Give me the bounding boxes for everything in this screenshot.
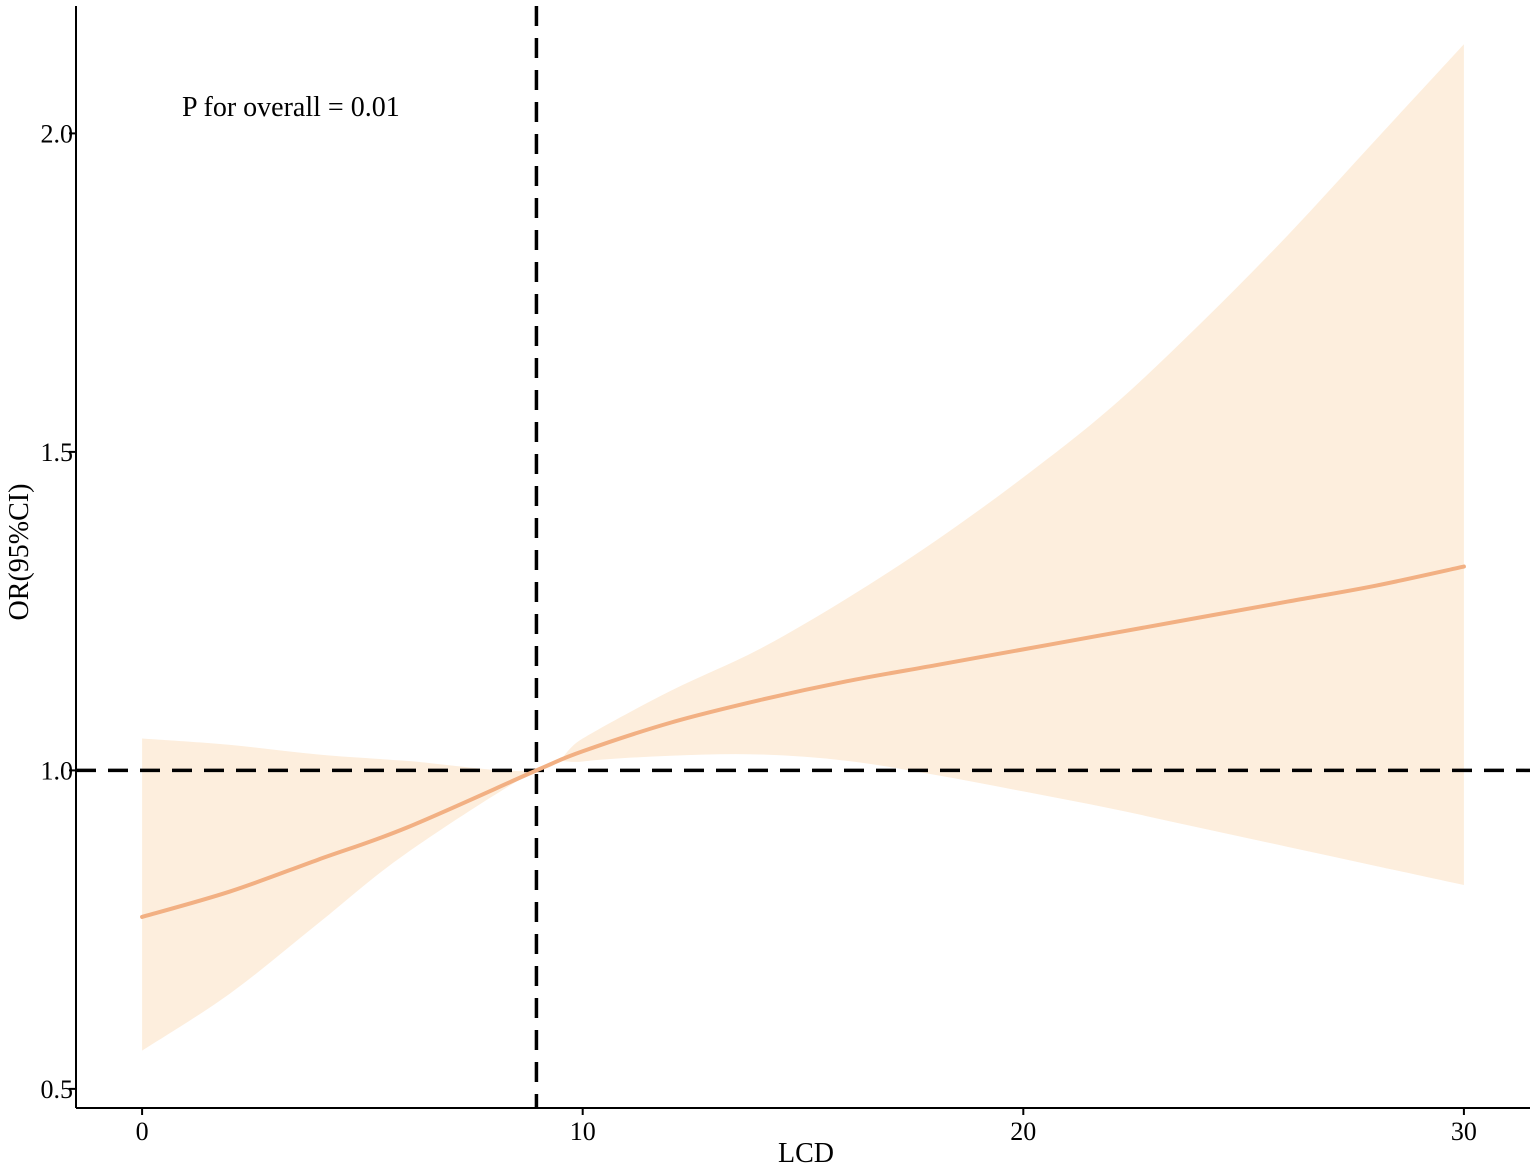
x-tick-label-0: 0 <box>136 1117 149 1146</box>
reference-lines-layer <box>76 6 1530 1108</box>
x-tick-label-20: 20 <box>1010 1117 1036 1146</box>
y-tick-label-2.0: 2.0 <box>41 119 74 148</box>
confidence-band-layer <box>142 44 1464 1051</box>
x-tick-label-10: 10 <box>570 1117 596 1146</box>
or-curve-layer <box>140 564 1466 919</box>
y-tick-label-1.0: 1.0 <box>41 756 74 785</box>
y-tick-label-0.5: 0.5 <box>41 1075 74 1104</box>
x-axis-title: LCD <box>778 1138 834 1166</box>
ticks-layer: 0 10 20 30 0.5 1.0 1.5 2.0 <box>41 119 1477 1146</box>
axes <box>75 6 1530 1109</box>
p-overall-annotation: P for overall = 0.01 <box>182 92 400 123</box>
confidence-band <box>142 44 1464 1051</box>
x-tick-label-30: 30 <box>1451 1117 1477 1146</box>
y-tick-label-1.5: 1.5 <box>41 438 74 467</box>
or-curve <box>140 564 1466 919</box>
y-axis-title: OR(95%CI) <box>4 484 35 621</box>
